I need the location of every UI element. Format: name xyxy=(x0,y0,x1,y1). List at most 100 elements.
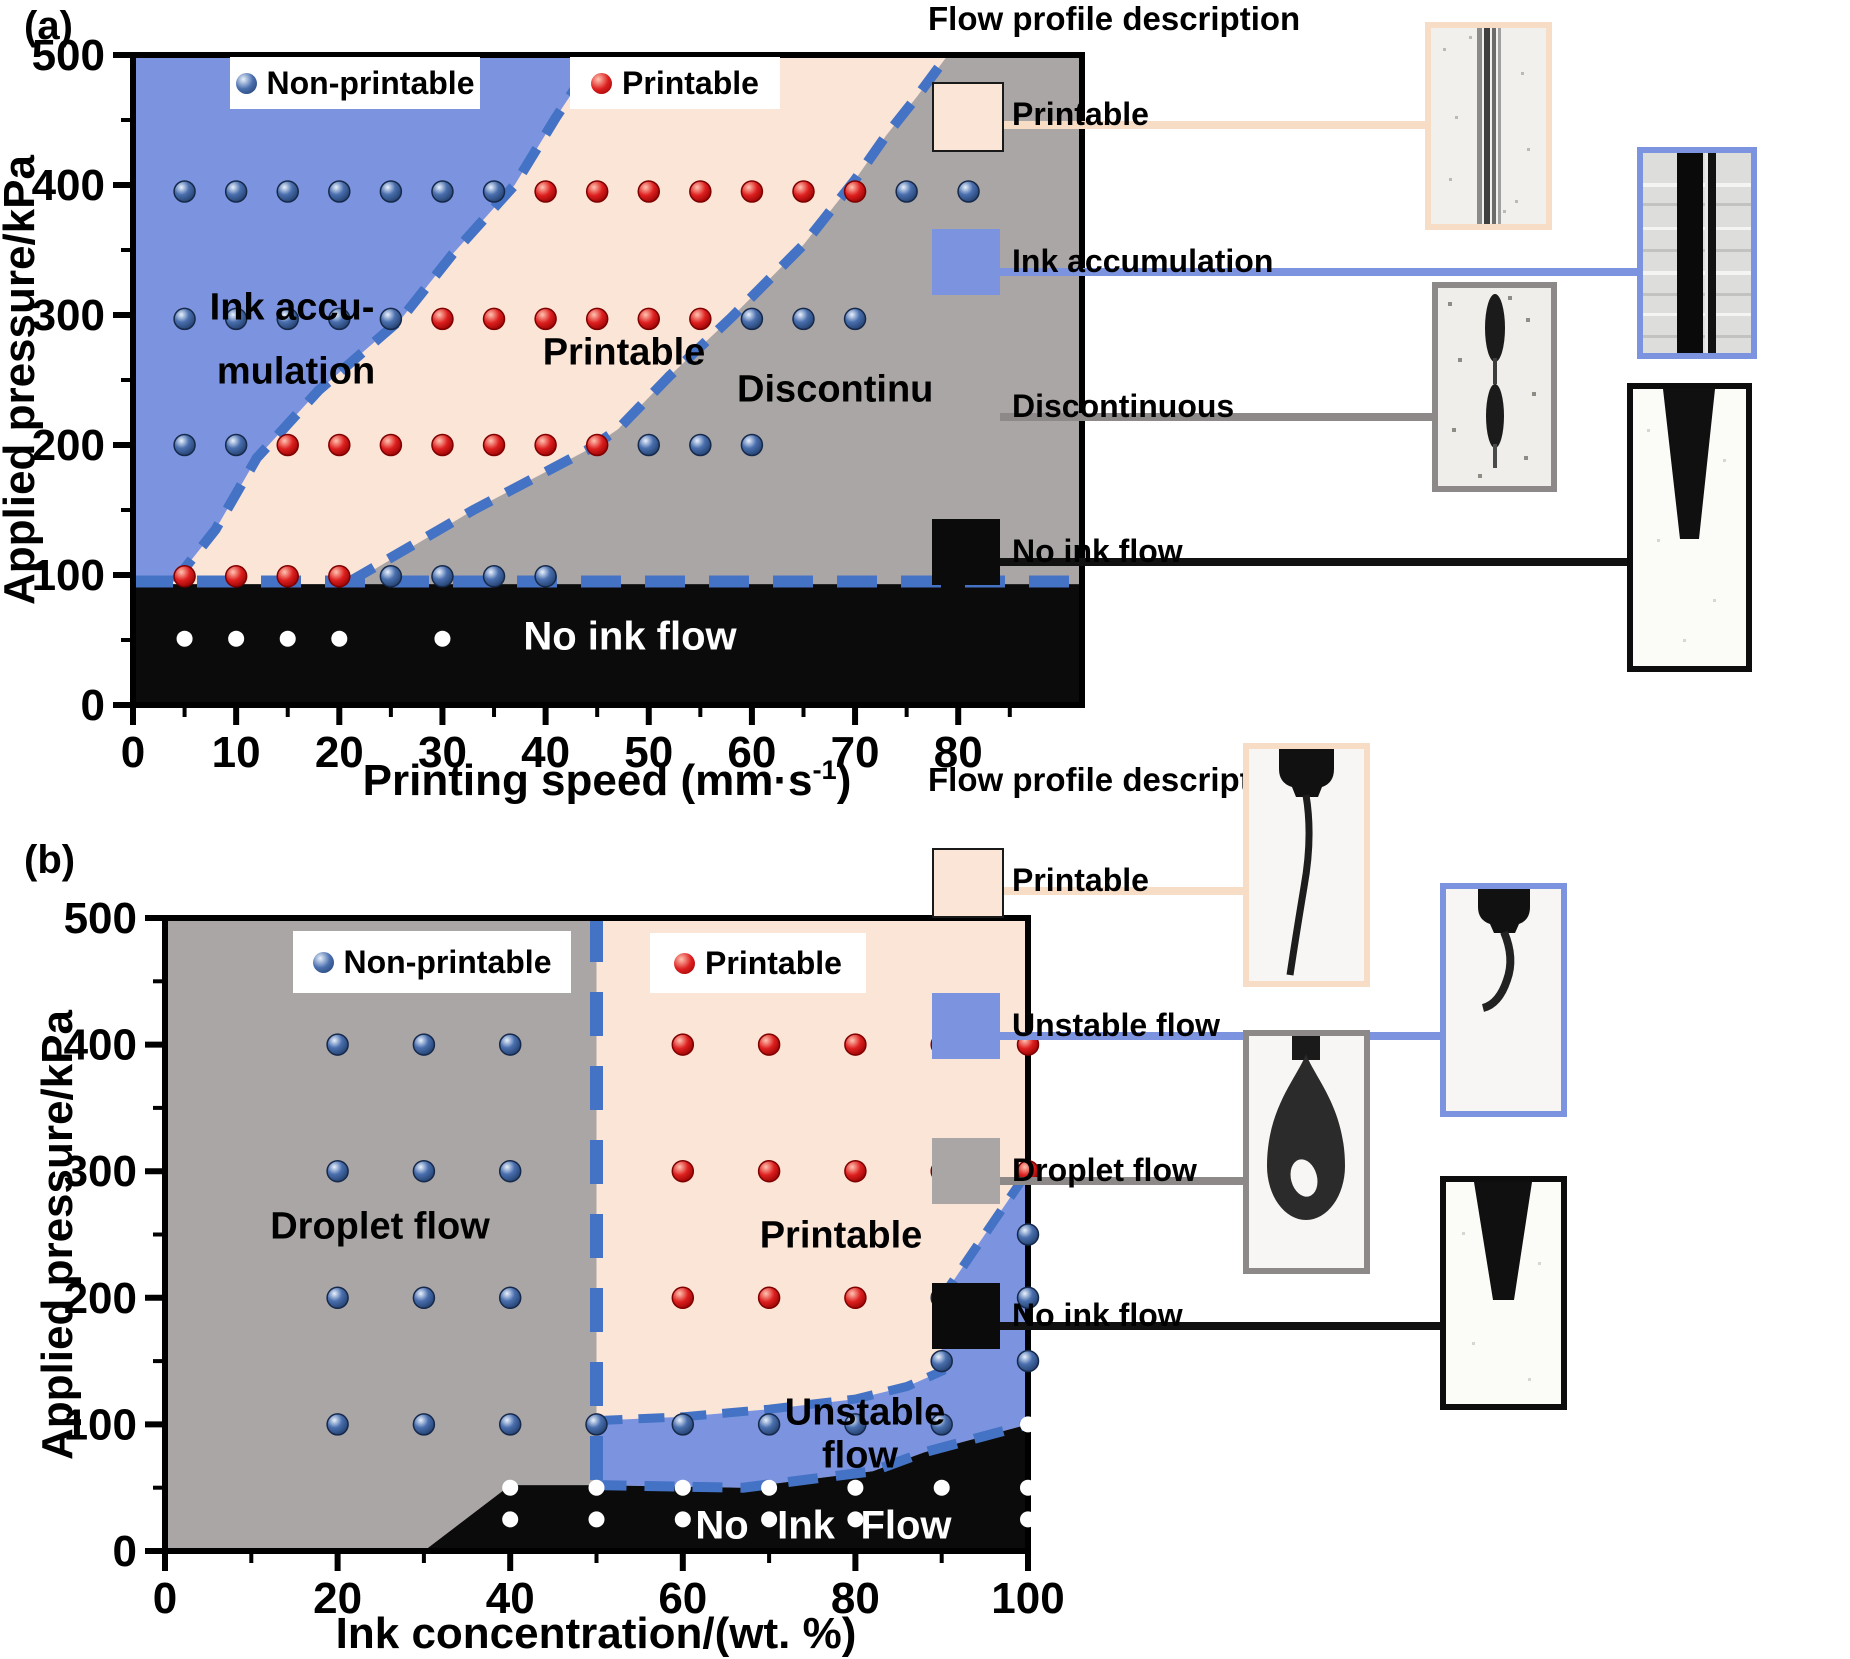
region-printable xyxy=(596,918,1028,1421)
panel-b-x-axis-label: Ink concentration/(wt. %) xyxy=(335,1609,857,1658)
data-point-blue xyxy=(412,1413,436,1436)
region-ink-accumulation xyxy=(133,55,598,585)
data-point-red xyxy=(757,1286,781,1310)
data-point-red xyxy=(431,307,454,331)
x-tick-label: 40 xyxy=(521,728,570,777)
discontinuous-micrograph xyxy=(1432,282,1557,492)
panel-a-inplot-legend-nonprintable: Non-printable xyxy=(230,57,480,109)
x-tick-label: 70 xyxy=(831,728,880,777)
data-point-red xyxy=(173,565,196,588)
data-point-blue xyxy=(412,1286,436,1310)
data-point-red xyxy=(328,433,351,457)
panel-a-points xyxy=(173,180,980,647)
data-point-white xyxy=(502,1479,519,1496)
data-point-red xyxy=(534,180,557,203)
connector-printable-b xyxy=(1000,887,1243,895)
series-no-ink-flow xyxy=(502,1416,1036,1528)
data-point-red xyxy=(379,433,403,457)
data-point-blue xyxy=(671,1413,695,1436)
data-point-white xyxy=(1020,1511,1036,1528)
data-point-blue xyxy=(1016,1286,1040,1310)
data-point-blue xyxy=(412,1033,436,1056)
region-label-droplet-flow: Droplet flow xyxy=(270,1205,490,1248)
data-point-blue xyxy=(173,433,196,457)
data-point-blue xyxy=(326,1286,349,1310)
data-point-blue xyxy=(498,1033,522,1056)
data-point-red xyxy=(844,1286,867,1310)
data-point-white xyxy=(434,630,451,647)
y-tick-label: 100 xyxy=(64,1400,137,1449)
data-point-blue xyxy=(276,307,299,331)
data-point-white xyxy=(674,1479,691,1496)
legend-a-label-printable: Printable xyxy=(1012,96,1149,132)
data-point-blue xyxy=(792,307,815,331)
data-point-red xyxy=(534,307,557,331)
legend-b-title: Flow profile description xyxy=(928,761,1301,798)
data-point-blue xyxy=(379,565,403,588)
data-point-red xyxy=(585,180,609,203)
legend-b-swatch-no-ink-flow xyxy=(932,1283,1000,1349)
data-point-blue xyxy=(431,565,454,588)
data-point-red xyxy=(482,307,506,331)
connector-ink-accumulation xyxy=(1000,268,1637,276)
data-point-blue xyxy=(328,307,351,331)
data-point-white xyxy=(176,630,193,647)
region-label-ink-accumulation-line1: Ink accu- xyxy=(209,286,375,329)
data-point-red xyxy=(844,1159,867,1183)
data-point-blue xyxy=(498,1159,522,1183)
ink-accumulation-micrograph xyxy=(1637,147,1757,359)
region-label-unstable-line1: Unstable xyxy=(784,1391,946,1434)
data-point-blue xyxy=(173,307,196,331)
data-point-blue xyxy=(844,1413,867,1436)
connector-unstable-flow xyxy=(1000,1032,1440,1040)
region-label-unstable-line2: flow xyxy=(822,1434,898,1477)
nonprintable-label: Non-printable xyxy=(266,64,475,101)
data-point-blue xyxy=(498,1286,522,1310)
x-tick-label: 80 xyxy=(934,728,983,777)
printable-marker-icon xyxy=(591,72,613,94)
data-point-blue xyxy=(930,1349,953,1373)
data-point-red xyxy=(585,433,609,457)
boundary-printable-discontinuous xyxy=(347,52,952,586)
region-label-printable-b: Printable xyxy=(759,1214,923,1257)
legend-a-title: Flow profile description xyxy=(928,0,1301,37)
data-point-blue xyxy=(740,307,764,331)
data-point-blue xyxy=(224,433,248,457)
x-tick-label: 0 xyxy=(153,1574,177,1623)
data-point-blue xyxy=(843,307,867,331)
data-point-blue xyxy=(757,1413,781,1436)
data-point-blue xyxy=(498,1413,522,1436)
printable-filament-micrograph xyxy=(1425,22,1552,230)
data-point-blue xyxy=(431,180,454,203)
legend-a-swatch-discontinuous xyxy=(932,374,1000,440)
data-point-white xyxy=(228,630,245,647)
data-point-red xyxy=(224,565,248,588)
data-point-red xyxy=(740,180,764,203)
boundary-ink-accumulation-printable xyxy=(170,52,602,585)
data-point-white xyxy=(674,1511,691,1528)
data-point-blue xyxy=(224,180,248,203)
no-ink-flow-photo-b xyxy=(1440,1176,1567,1410)
data-point-blue xyxy=(173,180,196,203)
data-point-red xyxy=(671,1286,695,1310)
data-point-red xyxy=(689,307,712,331)
panel-b-tag: (b) xyxy=(24,838,76,882)
data-point-white xyxy=(1020,1479,1036,1496)
legend-b-swatch-droplet-flow xyxy=(932,1138,1000,1204)
connector-no-ink-flow-a xyxy=(1000,558,1627,566)
connector-droplet-flow xyxy=(1000,1177,1243,1185)
y-tick-label: 300 xyxy=(32,291,105,340)
legend-b-swatch-printable xyxy=(932,848,1004,918)
x-tick-label: 60 xyxy=(727,728,776,777)
x-label-a-sup: -1 xyxy=(812,754,837,786)
legend-b-label-printable: Printable xyxy=(1012,862,1149,898)
data-point-blue xyxy=(379,307,403,331)
data-point-red xyxy=(843,180,867,203)
y-tick-label: 100 xyxy=(32,551,105,600)
data-point-blue xyxy=(930,1413,953,1436)
region-no-ink-flow xyxy=(423,1424,1028,1551)
printable-label: Printable xyxy=(705,944,842,981)
data-point-blue xyxy=(326,1033,349,1056)
data-point-white xyxy=(588,1511,605,1528)
